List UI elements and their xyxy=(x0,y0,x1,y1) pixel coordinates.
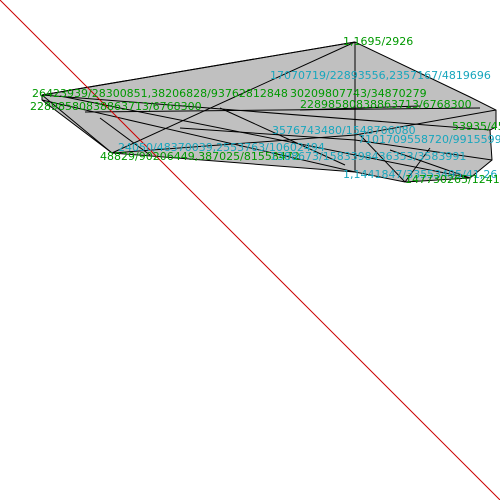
edge xyxy=(354,109,497,136)
edge xyxy=(359,134,406,183)
vertex-label: 1388673/1583398436353/3583991 xyxy=(270,150,466,163)
triangulation-edges xyxy=(41,41,497,183)
vertex-label: 1,1441847/33553495/41,26 xyxy=(343,168,497,181)
vertex-label: 26423939/28300851,38206828/93762812848 xyxy=(32,87,288,100)
vertex-label: 22898580838863713/6768300 xyxy=(30,100,202,113)
vertex-labels: 1,1695/2926 17070719/22893556,2357167/48… xyxy=(30,35,500,186)
vertex-label: 48829/90206449,387025/81558472 xyxy=(100,150,300,163)
edge xyxy=(111,41,356,154)
edge xyxy=(41,41,356,96)
edge xyxy=(404,147,431,183)
vertex-label: 30209807743/34870279 xyxy=(290,87,427,100)
vertex-label: 22898580838863713/6768300 xyxy=(300,98,472,111)
vertex-label: 147730265/1241 xyxy=(405,173,500,186)
vertex-label: 3576743480/1548706080 xyxy=(272,124,416,137)
edge xyxy=(84,107,481,113)
edge xyxy=(179,127,356,141)
edge xyxy=(354,139,493,161)
edge xyxy=(299,105,421,111)
edge xyxy=(389,149,471,179)
edge xyxy=(59,95,471,179)
edge xyxy=(111,134,356,154)
edge xyxy=(99,117,151,156)
vertex-label: 7101709558720/9915599 xyxy=(358,133,500,146)
edge xyxy=(219,107,346,166)
vertex-label: 24050/48370039,2553763/10602494 xyxy=(118,141,325,154)
vertex-label: 1,1695/2926 xyxy=(343,35,413,48)
edge xyxy=(41,94,113,154)
vertex-label: 53935/45 xyxy=(452,120,500,133)
vertex-label: 17070719/22893556,2357167/4819696 xyxy=(270,69,491,82)
